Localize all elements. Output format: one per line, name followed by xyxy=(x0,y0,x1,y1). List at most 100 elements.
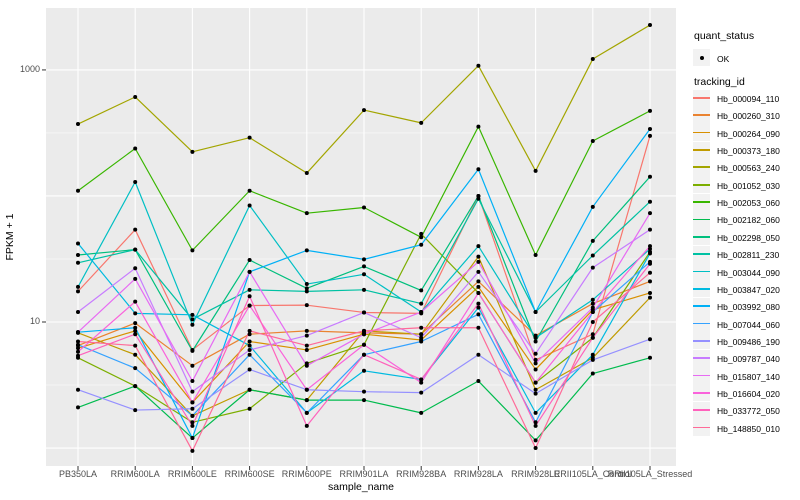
data-point xyxy=(533,361,538,366)
x-tick-label: RRIM600LE xyxy=(167,469,217,479)
legend-swatch-line xyxy=(693,409,710,412)
data-point xyxy=(76,284,80,289)
legend-key xyxy=(693,315,710,333)
data-point xyxy=(648,199,652,204)
legend-key xyxy=(693,210,710,228)
data-point xyxy=(247,269,252,274)
legend-label: Hb_002053_060 xyxy=(717,198,780,209)
legend-key xyxy=(693,384,710,402)
data-point xyxy=(476,167,481,172)
data-point xyxy=(590,305,595,310)
data-point xyxy=(533,351,538,356)
data-point xyxy=(190,413,195,418)
data-point xyxy=(76,330,80,335)
data-point xyxy=(648,211,652,216)
data-point xyxy=(533,420,538,425)
legend-label: Hb_001052_030 xyxy=(717,180,780,191)
legend-key xyxy=(693,89,710,107)
data-point xyxy=(476,196,481,201)
data-point xyxy=(247,188,252,193)
data-point xyxy=(247,406,252,411)
data-point xyxy=(247,294,252,299)
legend-key xyxy=(693,263,710,280)
x-tick-label: RRIM600LA xyxy=(110,469,160,479)
data-point xyxy=(476,254,481,259)
y-tick-label: 10 xyxy=(29,316,40,327)
data-point xyxy=(190,348,195,353)
data-point xyxy=(362,398,366,403)
data-point xyxy=(648,251,652,256)
data-point xyxy=(590,204,595,209)
data-point xyxy=(304,410,309,415)
legend-label: Hb_002182_060 xyxy=(717,215,780,226)
data-point xyxy=(533,438,538,443)
data-point xyxy=(304,286,309,291)
y-axis-title: FPKM + 1 xyxy=(4,213,16,261)
data-point xyxy=(247,367,252,372)
legend-label: Hb_000094_110 xyxy=(717,94,780,104)
legend-key-ok xyxy=(693,49,710,66)
data-point xyxy=(304,248,309,253)
data-point xyxy=(304,387,309,392)
data-point xyxy=(419,288,424,293)
data-point xyxy=(247,339,252,344)
data-point xyxy=(533,410,538,415)
data-point xyxy=(590,301,595,306)
data-point xyxy=(476,244,481,249)
legend-swatch-line xyxy=(693,235,710,238)
data-point xyxy=(133,366,138,371)
data-point xyxy=(590,57,595,62)
legend-label: Hb_015807_140 xyxy=(717,371,780,382)
data-point xyxy=(476,63,481,68)
legend-key xyxy=(693,367,710,385)
legend-label-ok: OK xyxy=(717,53,730,64)
data-point xyxy=(533,446,538,451)
data-point xyxy=(648,174,652,179)
data-point xyxy=(476,279,481,284)
data-point xyxy=(362,108,366,113)
legend-label: Hb_000260_310 xyxy=(717,111,780,122)
legend-swatch-line xyxy=(693,253,710,255)
x-tick-label: RRII105LA_Stressed xyxy=(607,469,693,479)
data-point xyxy=(590,352,595,357)
data-point xyxy=(476,124,481,129)
data-point xyxy=(76,346,80,351)
legend-swatch-line xyxy=(693,131,710,134)
data-point xyxy=(533,335,538,340)
data-point xyxy=(190,379,195,384)
data-point xyxy=(190,423,195,428)
data-point xyxy=(419,380,424,385)
data-point xyxy=(133,247,138,252)
legend-label: Hb_009486_190 xyxy=(717,336,780,347)
data-point xyxy=(304,282,309,287)
data-point xyxy=(247,347,252,352)
data-point xyxy=(133,408,138,413)
data-point xyxy=(190,448,195,453)
data-point xyxy=(190,406,195,411)
legend-swatch-line xyxy=(693,392,710,394)
legend-key xyxy=(693,280,710,298)
data-point xyxy=(476,259,481,264)
legend-label: Hb_002811_230 xyxy=(717,250,780,261)
legend-swatch-line xyxy=(693,97,710,99)
data-point xyxy=(590,310,595,315)
x-tick-label: RRIM928BA xyxy=(396,469,447,479)
legend-key xyxy=(693,228,710,246)
data-point xyxy=(476,290,481,295)
data-point xyxy=(362,332,366,337)
data-point xyxy=(533,357,538,362)
data-point xyxy=(76,349,80,354)
data-point xyxy=(476,269,481,274)
data-point xyxy=(304,363,309,368)
data-point xyxy=(133,325,138,330)
data-point xyxy=(648,355,652,360)
data-point xyxy=(590,357,595,362)
legend-key xyxy=(693,141,710,159)
legend-key xyxy=(693,193,710,211)
legend-swatch-line xyxy=(693,218,710,221)
x-tick-label: RRIM928LE xyxy=(511,469,561,479)
legend-swatch-line xyxy=(693,339,710,342)
legend-label: Hb_000373_180 xyxy=(717,146,780,157)
data-point xyxy=(362,328,366,333)
